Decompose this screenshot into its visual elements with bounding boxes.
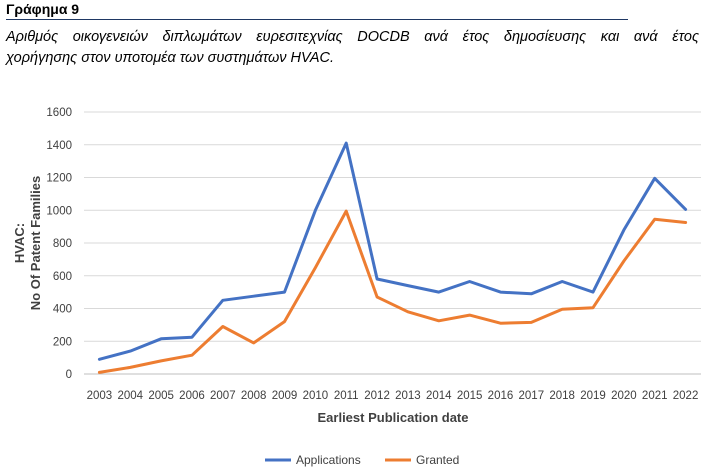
x-tick-2020: 2020 [611, 390, 637, 402]
x-tick-2008: 2008 [241, 390, 267, 402]
gridlines [84, 112, 701, 374]
y-axis-title-line-2: No Of Patent Families [28, 176, 43, 310]
x-tick-2004: 2004 [117, 390, 143, 402]
y-tick-1600: 1600 [46, 107, 72, 119]
series-points-granted [99, 211, 685, 372]
x-tick-2013: 2013 [395, 390, 421, 402]
y-tick-1200: 1200 [46, 173, 72, 185]
y-tick-800: 800 [53, 238, 72, 250]
x-tick-2012: 2012 [364, 390, 390, 402]
x-tick-2015: 2015 [457, 390, 483, 402]
y-tick-labels: 0 200 400 600 800 1000 1200 1400 1600 [46, 107, 72, 381]
x-tick-2009: 2009 [272, 390, 298, 402]
x-tick-2005: 2005 [148, 390, 174, 402]
legend-label-granted: Granted [416, 453, 459, 467]
x-tick-2017: 2017 [519, 390, 545, 402]
x-tick-2019: 2019 [580, 390, 606, 402]
x-tick-2006: 2006 [179, 390, 205, 402]
y-tick-0: 0 [66, 369, 72, 381]
x-tick-2014: 2014 [426, 390, 452, 402]
legend: Applications Granted [265, 453, 459, 467]
x-tick-labels: 2003 2004 2005 2006 2007 2008 2009 2010 2011 2012… [87, 390, 699, 402]
series-line-granted [99, 211, 685, 372]
series-line-applications [99, 143, 685, 359]
x-tick-2007: 2007 [210, 390, 236, 402]
y-tick-200: 200 [53, 336, 72, 348]
y-tick-1400: 1400 [46, 140, 72, 152]
y-axis-title-line-1: HVAC: [12, 223, 27, 263]
y-tick-600: 600 [53, 271, 72, 283]
x-tick-2016: 2016 [488, 390, 514, 402]
x-axis-title: Earliest Publication date [318, 410, 469, 425]
y-tick-400: 400 [53, 304, 72, 316]
series-points-applications [99, 143, 685, 359]
y-tick-1000: 1000 [46, 205, 72, 217]
x-tick-2010: 2010 [303, 390, 329, 402]
x-tick-2011: 2011 [334, 390, 359, 402]
x-tick-2021: 2021 [642, 390, 668, 402]
legend-label-applications: Applications [296, 453, 361, 467]
x-tick-2022: 2022 [673, 390, 699, 402]
x-tick-2003: 2003 [87, 390, 113, 402]
line-chart: 02004006008001000120014001600 2003200420… [0, 0, 715, 473]
x-tick-2018: 2018 [549, 390, 575, 402]
